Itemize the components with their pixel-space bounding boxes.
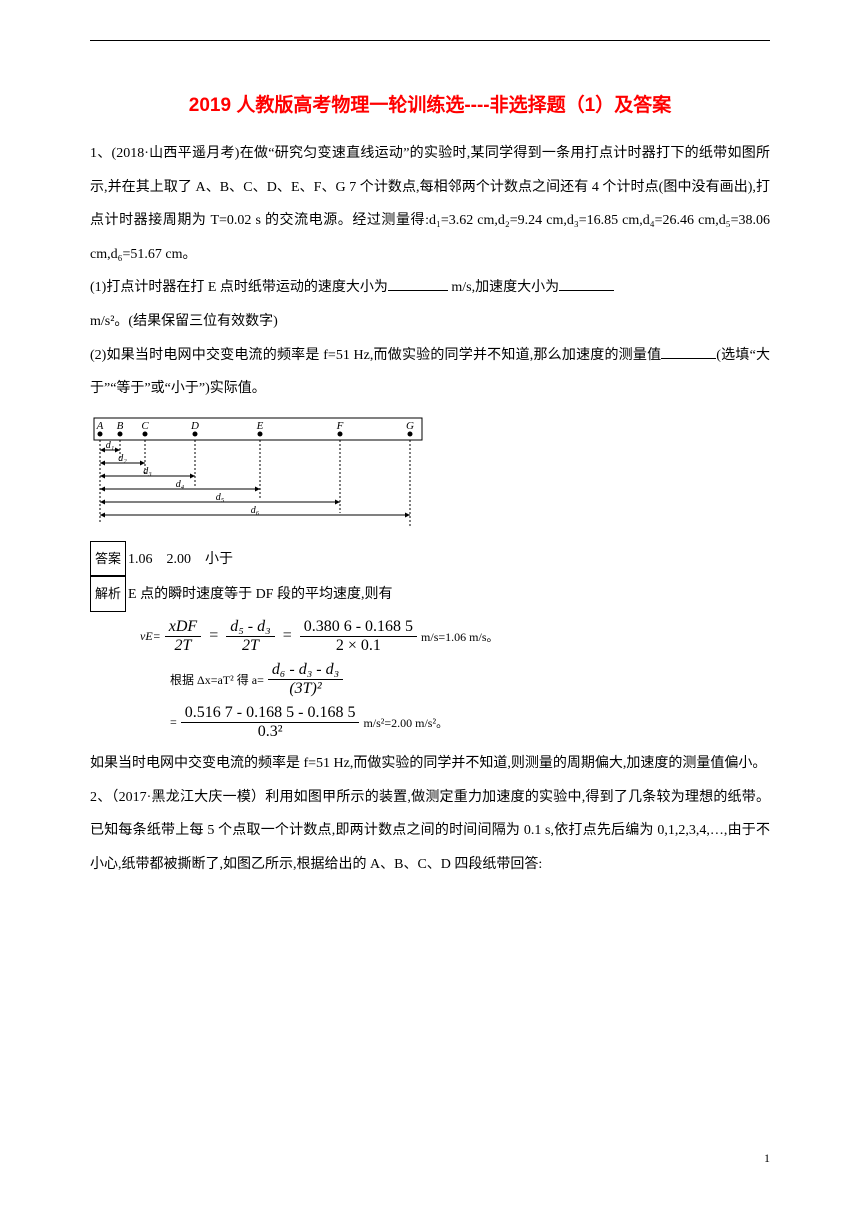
blank-velocity xyxy=(388,277,448,291)
svg-text:d₄: d₄ xyxy=(176,479,185,490)
svg-text:d₂: d₂ xyxy=(118,453,127,464)
eq2: = xyxy=(283,627,292,645)
svg-text:C: C xyxy=(141,420,149,432)
f1-lead: vE= xyxy=(140,629,161,644)
explain-label: 解析 xyxy=(90,576,126,611)
svg-text:D: D xyxy=(190,420,199,432)
frac-3: 0.380 6 - 0.168 52 × 0.1 xyxy=(300,618,417,655)
f1-tail: m/s=1.06 m/s。 xyxy=(421,628,498,645)
tape-diagram: A B C D E F G d₁ d₂ d₃ d₄ d₅ d₆ xyxy=(90,416,426,526)
q1-text-b: m/s,加速度大小为 xyxy=(448,280,559,295)
formula-velocity: vE= xDF2T = d₅ - d₃2T = 0.380 6 - 0.168 … xyxy=(140,618,770,655)
eq1: = xyxy=(209,627,218,645)
answer-text: 1.06 2.00 小于 xyxy=(128,552,233,567)
f2-tail: m/s²=2.00 m/s²。 xyxy=(363,714,448,731)
f2-lead1: 根据 Δx=aT² 得 a= xyxy=(170,671,264,688)
svg-text:F: F xyxy=(336,420,344,432)
svg-text:d₃: d₃ xyxy=(143,466,152,477)
svg-text:E: E xyxy=(256,420,264,432)
svg-text:d₅: d₅ xyxy=(216,492,225,503)
formula-accel-b: = 0.516 7 - 0.168 5 - 0.168 50.3² m/s²=2… xyxy=(170,704,770,741)
q1-text-a: (1)打点计时器在打 E 点时纸带运动的速度大小为 xyxy=(90,280,388,295)
blank-accel xyxy=(559,277,614,291)
formula-accel-a: 根据 Δx=aT² 得 a= d₆ - d₃ - d₃(3T)² xyxy=(170,661,770,698)
problem-1-intro: 1、(2018·山西平遥月考)在做“研究匀变速直线运动”的实验时,某同学得到一条… xyxy=(90,137,770,271)
frac-2: d₅ - d₃2T xyxy=(226,618,274,655)
question-1-2: (2)如果当时电网中交变电流的频率是 f=51 Hz,而做实验的同学并不知道,那… xyxy=(90,339,770,406)
q2-text-a: (2)如果当时电网中交变电流的频率是 f=51 Hz,而做实验的同学并不知道,那… xyxy=(90,348,661,363)
frac-1: xDF2T xyxy=(165,618,201,655)
svg-text:B: B xyxy=(117,420,124,432)
frac-4: d₆ - d₃ - d₃(3T)² xyxy=(268,661,343,698)
svg-text:A: A xyxy=(96,420,104,432)
question-1-1: (1)打点计时器在打 E 点时纸带运动的速度大小为 m/s,加速度大小为 xyxy=(90,271,770,305)
explain-row: 解析E 点的瞬时速度等于 DF 段的平均速度,则有 xyxy=(90,576,770,612)
answer-row: 答案1.06 2.00 小于 xyxy=(90,541,770,577)
page-number: 1 xyxy=(764,1151,770,1166)
svg-text:d₆: d₆ xyxy=(251,505,260,516)
explain-cont: 如果当时电网中交变电流的频率是 f=51 Hz,而做实验的同学并不知道,则测量的… xyxy=(90,747,770,781)
top-rule xyxy=(90,40,770,41)
blank-compare xyxy=(661,345,716,359)
answer-label: 答案 xyxy=(90,541,126,576)
svg-text:d₁: d₁ xyxy=(106,440,114,451)
svg-text:G: G xyxy=(406,420,414,432)
frac-5: 0.516 7 - 0.168 5 - 0.168 50.3² xyxy=(181,704,360,741)
explain-text: E 点的瞬时速度等于 DF 段的平均速度,则有 xyxy=(128,587,392,602)
f2-lead2: = xyxy=(170,715,177,730)
question-1-1b: m/s²。(结果保留三位有效数字) xyxy=(90,305,770,339)
problem-2-intro: 2、（2017·黑龙江大庆一模）利用如图甲所示的装置,做测定重力加速度的实验中,… xyxy=(90,781,770,882)
page-title: 2019 人教版高考物理一轮训练选----非选择题（1）及答案 xyxy=(90,90,770,117)
